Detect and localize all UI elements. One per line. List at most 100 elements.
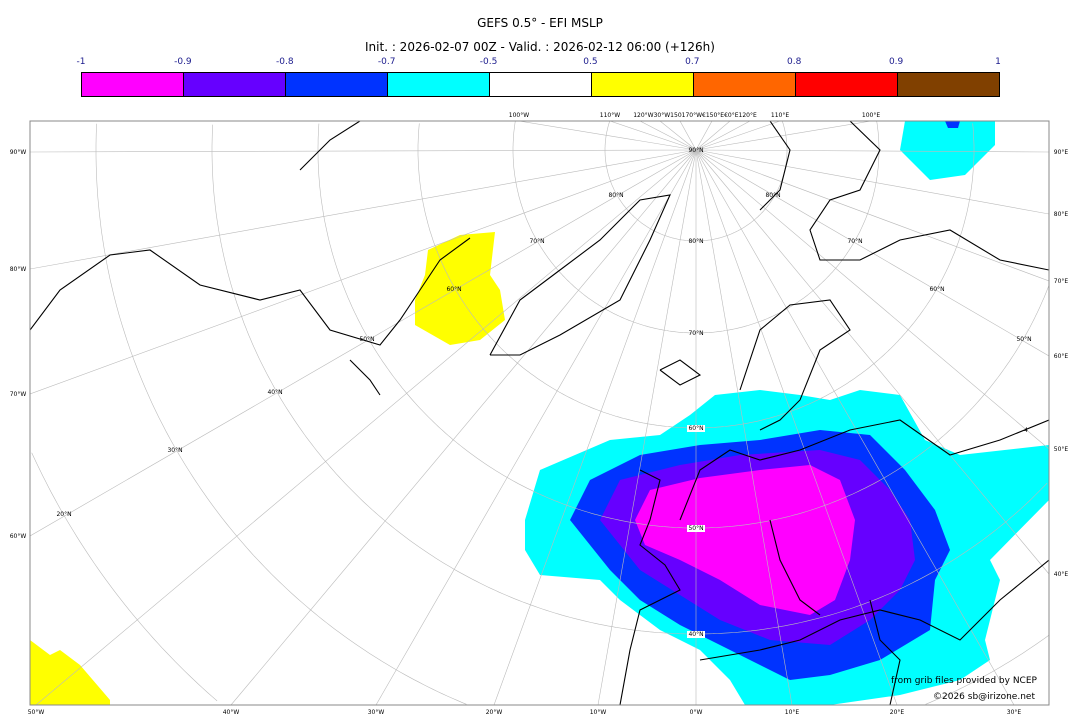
map-frame: [29, 120, 1050, 706]
meridian-line: [695, 149, 1049, 215]
map-coordinate-label: 50°W: [28, 709, 45, 716]
map-coordinate-label: 120°W30°W150170°W€150°E€0°E120°E: [633, 112, 757, 119]
meridian-line: [679, 121, 697, 151]
colorbar-tick-label: 0.5: [583, 57, 598, 67]
meridian-line: [695, 121, 781, 151]
meridian-line: [695, 149, 898, 705]
map-coordinate-label: 70°N: [847, 238, 862, 245]
colorbar-swatch: [388, 73, 490, 96]
meridian-line: [30, 149, 697, 537]
map-coordinate-label: 70°E: [1054, 278, 1069, 285]
colorbar-swatch: [592, 73, 694, 96]
map-coordinate-label: 0°W: [690, 709, 703, 716]
map-coordinate-label: 70°W: [10, 391, 27, 398]
colorbar: [81, 72, 1000, 97]
map-coordinate-label: 80°N: [608, 192, 623, 199]
map-coordinate-label: 40°N: [688, 631, 703, 638]
meridian-line: [659, 121, 697, 151]
efi-region-blue-asia: [945, 121, 960, 128]
colorbar-tick-label: 0.9: [888, 57, 904, 67]
latitude-line: [317, 123, 1049, 529]
colorbar-swatch: [898, 73, 999, 96]
colorbar-swatch: [694, 73, 796, 96]
map-coordinate-label: 50°N: [1016, 336, 1031, 343]
meridian-line: [30, 149, 697, 395]
latitude-line: [972, 123, 975, 150]
copyright-credit: ©2026 sb@irizone.net: [933, 692, 1035, 702]
colorbar-tick-label: -0.9: [174, 57, 192, 67]
latitude-line: [876, 121, 880, 150]
meridian-line: [609, 121, 697, 151]
map-coordinate-label: 80°W: [10, 266, 27, 273]
meridian-line: [230, 149, 697, 705]
map-coordinate-label: 60°N: [688, 425, 703, 432]
map-coordinate-label: 60°E: [1054, 353, 1069, 360]
meridian-line: [695, 149, 1049, 153]
source-credit: from grib files provided by NCEP: [891, 676, 1037, 686]
meridian-line: [35, 149, 697, 705]
map-coordinate-label: 90°N: [688, 147, 703, 154]
colorbar-tick-label: -0.8: [275, 57, 294, 67]
map-coordinate-label: 100°E: [862, 112, 880, 119]
map-coordinate-label: 20°N: [56, 511, 71, 518]
efi-region-magenta: [635, 465, 855, 615]
efi-region-cyan-asia: [900, 121, 995, 180]
colorbar-tick-label: -0.5: [479, 57, 498, 67]
map-coordinate-label: 60°W: [10, 533, 27, 540]
latitude-line: [211, 124, 1048, 635]
latitude-line: [512, 121, 880, 334]
colorbar-tick-label: 0.7: [685, 57, 700, 67]
meridian-line: [695, 121, 713, 151]
colorbar-swatch: [184, 73, 286, 96]
meridian-line: [695, 149, 1049, 357]
meridian-line: [695, 149, 793, 705]
map-coordinate-label: 40°E: [1054, 571, 1069, 578]
meridian-line: [695, 149, 1049, 282]
meridian-line: [695, 149, 1015, 705]
meridian-line: [695, 121, 872, 151]
colorbar-swatch: [82, 73, 184, 96]
map-coordinate-label: 50°E: [1054, 446, 1069, 453]
colorbar-tick-label: 1: [995, 57, 1001, 67]
map-coordinate-label: 80°N: [765, 192, 780, 199]
meridian-line: [695, 121, 751, 151]
meridian-line: [518, 121, 697, 151]
efi-region-yellow-greenland: [415, 232, 505, 345]
meridian-line: [639, 121, 697, 151]
map-coordinate-label: 30°W: [368, 709, 385, 716]
colorbar-swatch: [490, 73, 592, 96]
map-coordinate-label: 30°E: [1007, 709, 1022, 716]
colorbar-tick-label: -0.7: [377, 57, 396, 67]
map-coordinate-label: 80°N: [688, 238, 703, 245]
map-coordinate-label: 10°E: [785, 709, 800, 716]
latitude-line: [925, 635, 1049, 705]
colorbar-tick-label: -1: [76, 57, 86, 67]
label-background: [687, 631, 705, 638]
map-coordinate-label: 10°W: [590, 709, 607, 716]
meridian-line: [695, 121, 731, 151]
efi-region-yellow-west: [30, 640, 110, 705]
meridian-line: [597, 149, 697, 705]
map-subtitle: Init. : 2026-02-07 00Z - Valid. : 2026-0…: [365, 40, 715, 54]
map-coordinate-label: 90°E: [1054, 149, 1069, 156]
meridian-line: [30, 149, 697, 153]
meridian-line: [30, 149, 697, 270]
map-coordinate-label: 70°N: [688, 330, 703, 337]
map-coordinate-label: 50°N: [359, 336, 374, 343]
map-coordinate-label: 20°E: [890, 709, 905, 716]
latitude-line: [31, 452, 218, 702]
map-coordinate-label: 30°N: [167, 447, 182, 454]
map-coordinate-label: 20°W: [486, 709, 503, 716]
coastlines: [30, 121, 1049, 705]
map-title: GEFS 0.5° - EFI MSLP: [477, 16, 603, 30]
meridian-line: [375, 149, 697, 705]
latitude-line: [604, 121, 788, 242]
label-background: [687, 425, 705, 432]
latitude-line: [95, 123, 467, 705]
colorbar-tick-label: 0.8: [787, 57, 802, 67]
map-coordinate-label: 110°W: [600, 112, 620, 119]
meridian-line: [493, 149, 697, 705]
map-coordinate-label: 4: [1024, 427, 1028, 434]
map-coordinate-label: 60°N: [929, 286, 944, 293]
